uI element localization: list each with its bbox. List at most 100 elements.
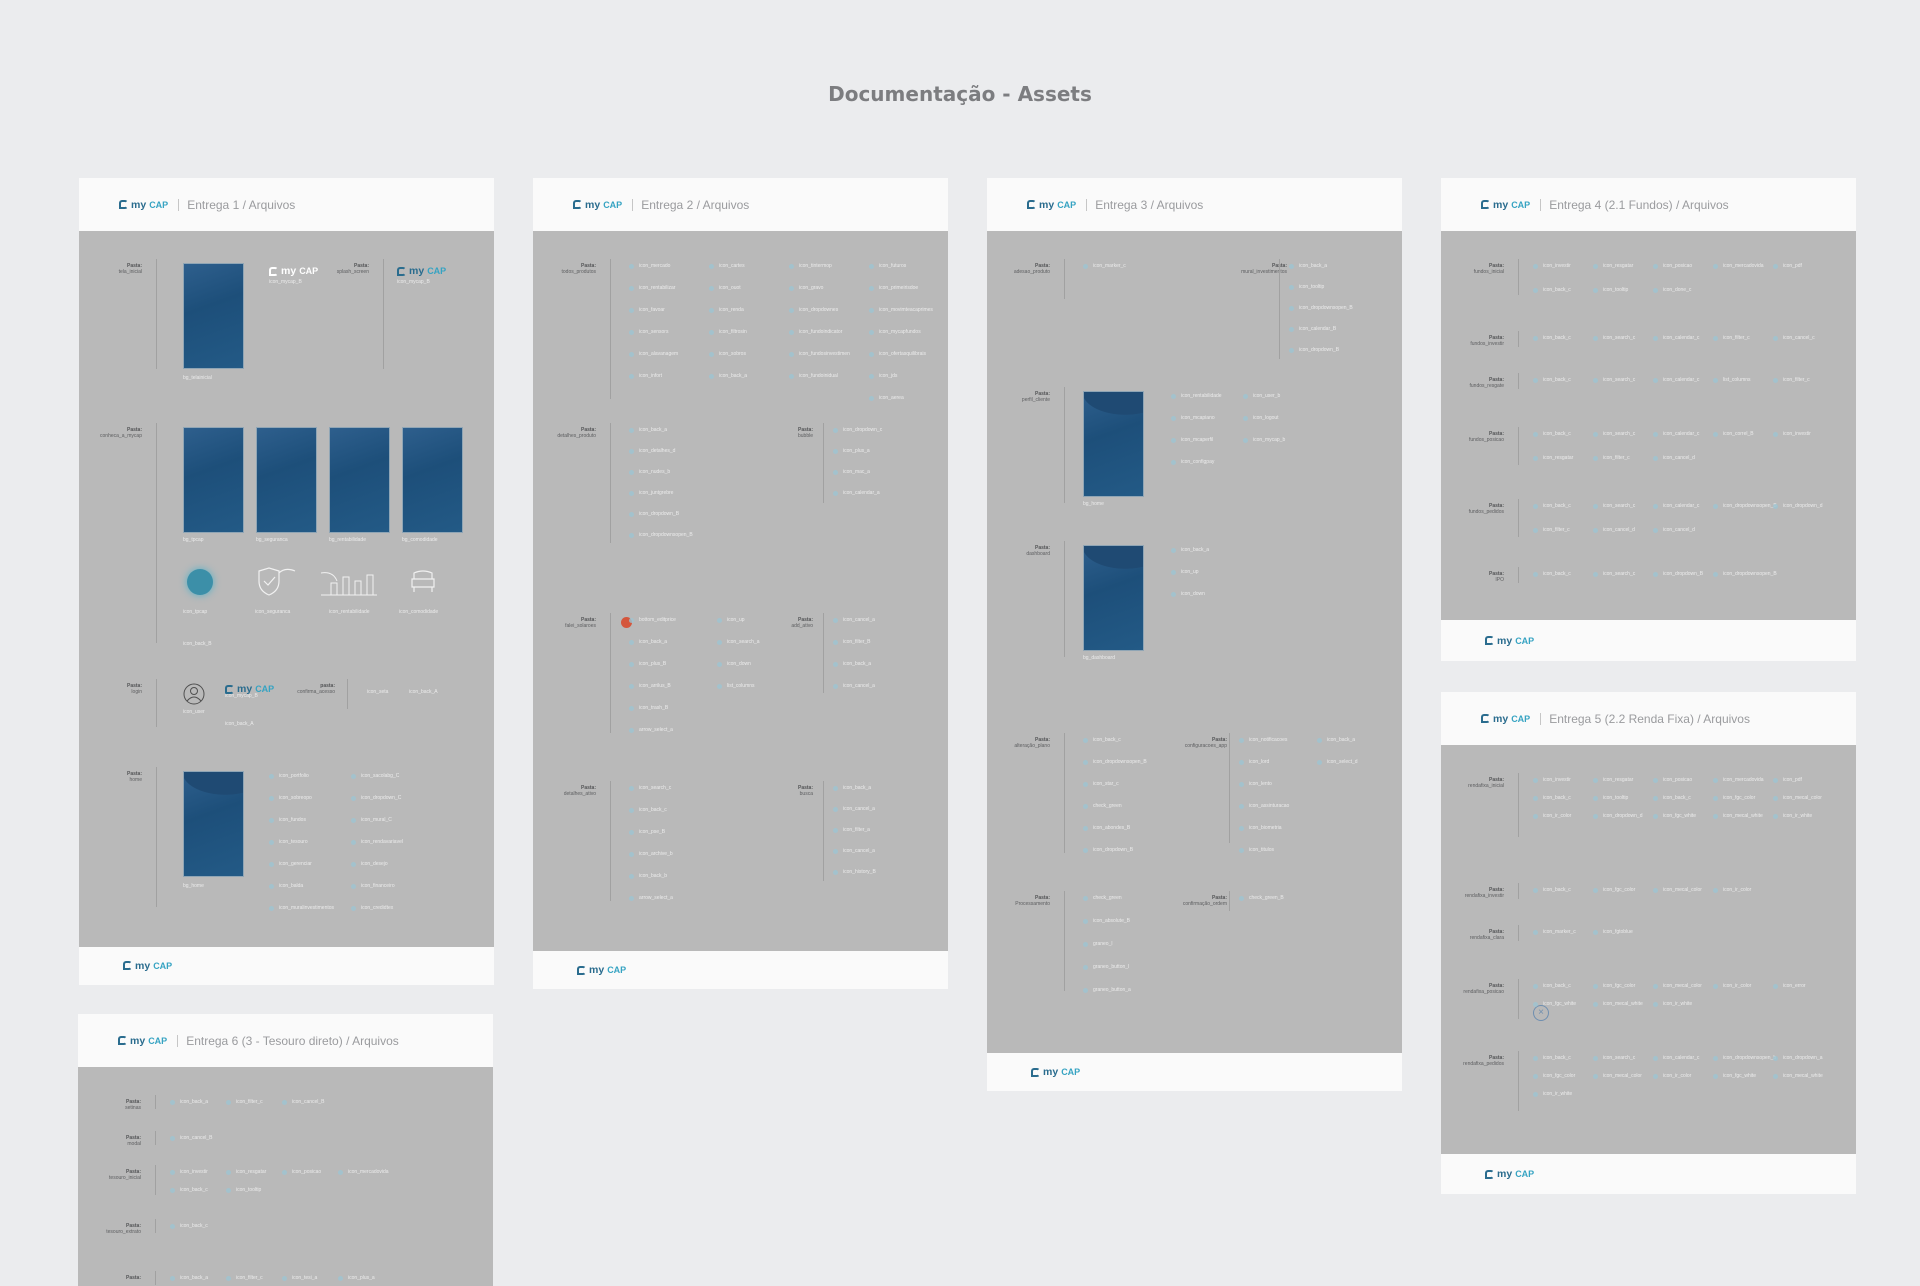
assets-panel: Pasta: rendafixa_inicial icon_investir icon…	[1441, 745, 1856, 1154]
asset-item: icon_tesouro	[269, 839, 308, 845]
asset-icon	[1713, 777, 1718, 783]
asset-icon	[1773, 335, 1778, 341]
card-title: Entrega 1 / Arquivos	[187, 197, 296, 212]
asset-icon	[1239, 825, 1244, 831]
asset-item: icon_back_c	[1533, 431, 1571, 437]
asset-icon	[282, 1169, 287, 1175]
asset-item: icon_back_a	[170, 1099, 208, 1105]
asset-item: icon_alavanagem	[629, 351, 678, 357]
asset-icon	[1083, 895, 1088, 901]
asset-item: icon_investir	[1533, 263, 1571, 269]
card-entrega-3: my CAP Entrega 3 / Arquivos Pasta: adesao_…	[987, 178, 1402, 1091]
asset-item: icon_plus_a	[833, 448, 870, 454]
asset-icon	[170, 1223, 175, 1229]
asset-icon	[1713, 571, 1718, 577]
asset-icon	[869, 307, 874, 313]
asset-item: icon_gravo	[789, 285, 823, 291]
asset-item: icon_filter_c	[1713, 335, 1750, 341]
asset-item: icon_back_c	[1653, 795, 1691, 801]
asset-item: icon_archive_b	[629, 851, 673, 857]
asset-item: icon_calendar_c	[1653, 335, 1699, 341]
asset-item: icon_posicao	[282, 1169, 321, 1175]
asset-item: icon_rendavariavel	[351, 839, 403, 845]
asset-item: icon_back_a	[1289, 263, 1327, 269]
asset-item: icon_sacolabg_C	[351, 773, 399, 779]
asset-item: icon_up	[1171, 569, 1199, 575]
asset-item: icon_back_a	[833, 661, 871, 667]
asset-icon	[629, 329, 634, 335]
asset-icon	[629, 807, 634, 813]
asset-item: icon_search_c	[1593, 503, 1635, 509]
asset-item: icon_investir	[1773, 431, 1811, 437]
asset-item: arrow_select_a	[629, 895, 673, 901]
card-footer: my CAP	[79, 946, 494, 985]
asset-item: icon_dropdown_d	[1593, 813, 1642, 819]
asset-icon	[629, 373, 634, 379]
asset-icon	[629, 661, 634, 667]
asset-icon	[1533, 983, 1538, 989]
edit-price-button-swatch	[621, 617, 632, 628]
asset-item: icon_movimteacaprimes	[869, 307, 933, 313]
asset-item: icon_ir_color	[1713, 887, 1751, 893]
asset-item: icon_fgc_white	[1653, 813, 1696, 819]
asset-icon	[1653, 813, 1658, 819]
asset-icon	[1533, 527, 1538, 533]
asset-icon	[833, 639, 838, 645]
asset-icon	[789, 263, 794, 269]
asset-icon	[629, 511, 634, 517]
asset-icon	[629, 307, 634, 313]
asset-item: icon_back_c	[1083, 737, 1121, 743]
asset-item: icon_filter_c	[1773, 377, 1810, 383]
asset-icon	[1083, 803, 1088, 809]
asset-item: icon_search_c	[1593, 377, 1635, 383]
asset-icon	[869, 373, 874, 379]
asset-item: icon_dropdown_B	[629, 511, 679, 517]
asset-item: icon_notificacoes	[1239, 737, 1287, 743]
asset-item: icon_mecal_color	[1653, 983, 1702, 989]
asset-icon	[1289, 263, 1294, 269]
asset-item: icon_mac_a	[833, 469, 870, 475]
asset-icon	[1533, 571, 1538, 577]
asset-icon	[1239, 847, 1244, 853]
asset-icon	[1653, 287, 1658, 293]
asset-item: icon_cancel_d	[1653, 527, 1695, 533]
bg-comodidade-thumbnail	[402, 427, 463, 533]
asset-icon	[1653, 795, 1658, 801]
asset-item: icon_mcapiano	[1171, 415, 1215, 421]
asset-icon	[170, 1135, 175, 1141]
shield-icon	[258, 567, 296, 596]
asset-icon	[269, 861, 274, 867]
asset-icon	[1593, 795, 1598, 801]
asset-icon	[709, 373, 714, 379]
asset-item: icon_calendar_B	[1289, 326, 1336, 332]
asset-icon	[226, 1275, 231, 1281]
asset-item: icon_pse_B	[629, 829, 665, 835]
asset-item: icon_fgc_color	[1593, 983, 1635, 989]
asset-icon	[351, 817, 356, 823]
asset-icon	[1243, 415, 1248, 421]
asset-item: icon_jds	[869, 373, 897, 379]
asset-item: check_green	[1083, 895, 1122, 901]
asset-icon	[1653, 1001, 1658, 1007]
asset-item: icon_dropdown_B	[1289, 347, 1339, 353]
card-title: Entrega 6 (3 - Tesouro direto) / Arquivo…	[186, 1033, 399, 1048]
asset-item: icon_rentabilizar	[629, 285, 675, 291]
asset-icon	[269, 795, 274, 801]
asset-item: icon_fundoinidual	[789, 373, 838, 379]
asset-icon	[833, 469, 838, 475]
asset-item: icon_mercadovida	[1713, 777, 1764, 783]
asset-icon	[1239, 737, 1244, 743]
asset-item: icon_filter_B	[833, 639, 871, 645]
asset-item: icon_search_c	[1593, 1055, 1635, 1061]
asset-icon	[629, 829, 634, 835]
asset-icon	[1593, 527, 1598, 533]
asset-icon	[226, 1099, 231, 1105]
asset-icon	[1713, 377, 1718, 383]
asset-icon	[1171, 547, 1176, 553]
asset-item: icon_abondes_B	[1083, 825, 1130, 831]
asset-icon	[629, 617, 634, 623]
asset-item: icon_pdf	[1773, 777, 1802, 783]
bg-tpcap-thumbnail	[183, 427, 244, 533]
asset-icon	[1773, 431, 1778, 437]
asset-icon	[833, 806, 838, 812]
